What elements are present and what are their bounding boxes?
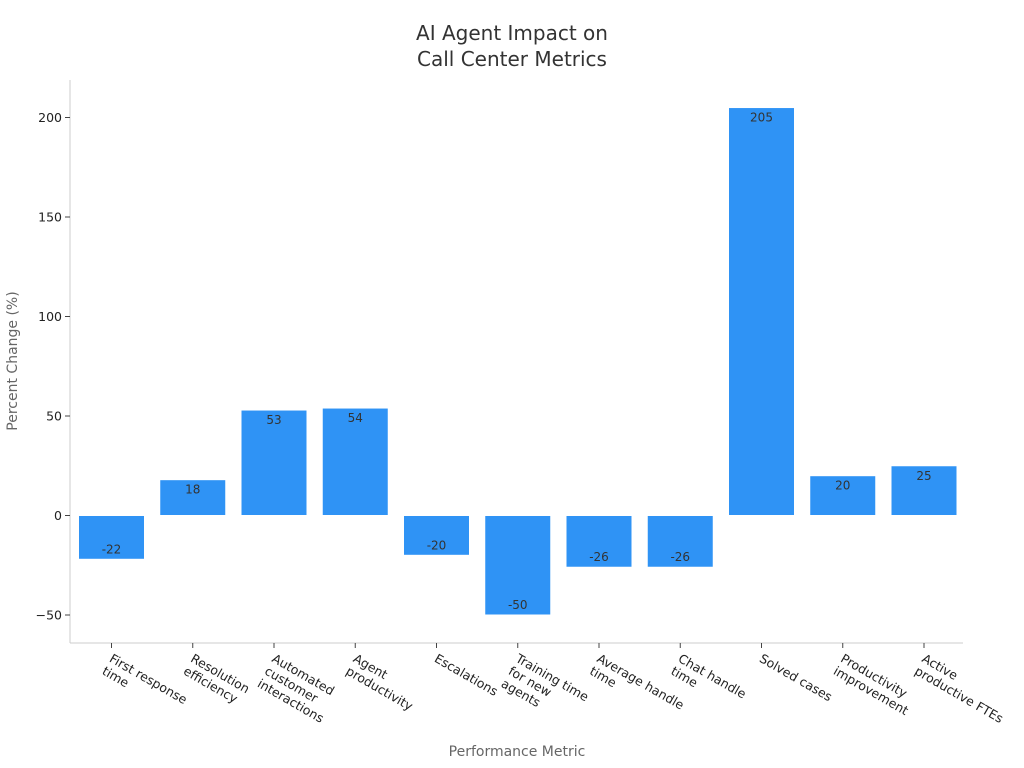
bar-value-label: 205 xyxy=(750,111,773,125)
bar-value-label: -20 xyxy=(427,538,447,552)
x-tick-label-line: productive FTEs xyxy=(912,663,1006,726)
y-tick-label: 200 xyxy=(38,110,62,125)
bar-value-label: -26 xyxy=(589,550,609,564)
bar-value-label: 25 xyxy=(916,469,931,483)
bar xyxy=(646,515,714,568)
y-tick-label: 0 xyxy=(54,508,62,523)
bar xyxy=(890,465,958,516)
y-tick-label: 50 xyxy=(46,409,62,424)
y-ticks: −50 0 50 100 150 200 xyxy=(36,110,70,623)
bar xyxy=(159,479,227,516)
x-tick-label-line: Escalations xyxy=(432,651,501,699)
bar-value-label: -50 xyxy=(508,598,528,612)
bar-value-label: 20 xyxy=(835,479,850,493)
bar xyxy=(484,515,552,616)
bar-labels: -22 18 53 54 -20 -50 -26 -26 205 20 25 xyxy=(102,111,932,612)
x-tick-label-line: Solved cases xyxy=(757,651,835,705)
y-tick-label: 100 xyxy=(38,309,62,324)
x-axis-label: Performance Metric xyxy=(449,744,586,760)
bar xyxy=(240,409,308,516)
bars xyxy=(78,107,958,616)
bar xyxy=(565,515,633,568)
y-axis-label: Percent Change (%) xyxy=(5,291,21,430)
bar xyxy=(403,515,470,556)
bar-value-label: -22 xyxy=(102,542,122,556)
chart-title-line-1: AI Agent Impact on xyxy=(416,21,608,45)
bar xyxy=(78,515,145,560)
chart-title: AI Agent Impact on Call Center Metrics xyxy=(416,21,608,71)
y-tick-label: −50 xyxy=(36,608,62,623)
chart-title-line-2: Call Center Metrics xyxy=(417,47,607,71)
x-tick-label: Escalations xyxy=(432,651,501,699)
x-tick-label: Solved cases xyxy=(757,651,835,705)
bar xyxy=(728,107,795,517)
y-tick-label: 150 xyxy=(38,210,62,225)
bar-value-label: 18 xyxy=(185,483,200,497)
bar xyxy=(809,475,877,517)
bar-value-label: 53 xyxy=(266,413,281,427)
bar-value-label: -26 xyxy=(670,550,690,564)
bar-value-label: 54 xyxy=(348,411,363,425)
bar xyxy=(321,407,389,517)
